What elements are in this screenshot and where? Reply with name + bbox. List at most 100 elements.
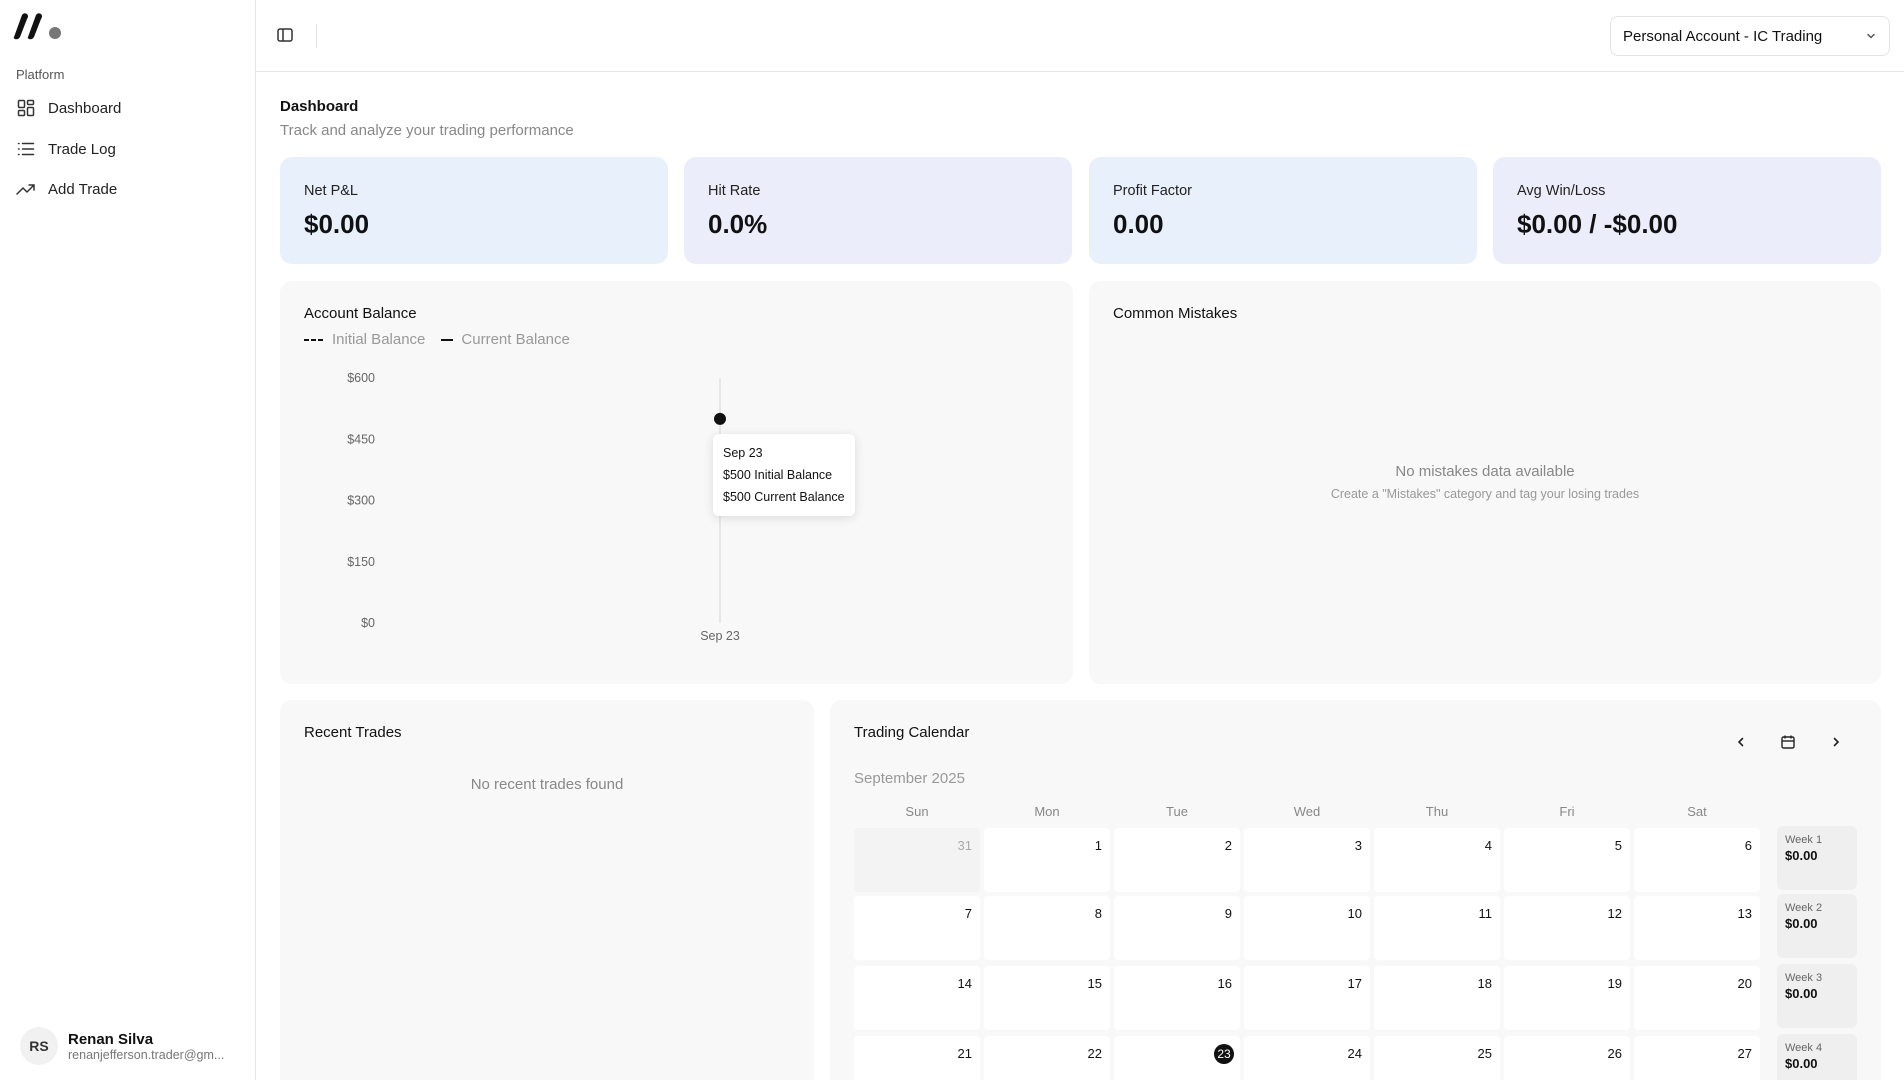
legend-label: Current Balance: [461, 331, 570, 348]
calendar-day-number: 21: [957, 1046, 972, 1061]
calendar-day[interactable]: 6: [1634, 828, 1760, 892]
user-email: renanjefferson.trader@gm...: [68, 1047, 225, 1062]
calendar-day-number: 13: [1737, 906, 1752, 921]
calendar-day-number: 7: [964, 906, 972, 921]
calendar-day[interactable]: 24: [1244, 1036, 1370, 1080]
calendar-day[interactable]: 15: [984, 966, 1110, 1030]
sidebar-item-label: Add Trade: [48, 180, 118, 198]
legend-item-current[interactable]: Current Balance: [441, 331, 570, 348]
calendar-day-number: 8: [1094, 906, 1102, 921]
weekday-label: Sat: [1687, 804, 1707, 819]
calendar-day-number: 5: [1614, 838, 1622, 853]
calendar-day[interactable]: 23: [1114, 1036, 1240, 1080]
stat-value: 0.00: [1113, 209, 1164, 239]
calendar-day[interactable]: 11: [1374, 896, 1500, 960]
page-title: Dashboard: [280, 98, 359, 115]
stat-label: Profit Factor: [1113, 183, 1192, 199]
sidebar-item-label: Dashboard: [48, 99, 122, 117]
sidebar-item-dashboard[interactable]: Dashboard: [8, 90, 246, 126]
calendar-day[interactable]: 26: [1504, 1036, 1630, 1080]
calendar-day[interactable]: 16: [1114, 966, 1240, 1030]
calendar-day[interactable]: 17: [1244, 966, 1370, 1030]
sidebar-toggle-button[interactable]: [274, 24, 296, 46]
week-summary: Week 2 $0.00: [1777, 894, 1857, 958]
dashed-line-swatch: [304, 338, 324, 341]
sidebar-item-add-trade[interactable]: Add Trade: [8, 171, 246, 207]
calendar-day[interactable]: 14: [854, 966, 980, 1030]
calendar-day[interactable]: 9: [1114, 896, 1240, 960]
calendar-day[interactable]: 4: [1374, 828, 1500, 892]
stat-value: $0.00: [304, 209, 370, 239]
calendar-day[interactable]: 31: [854, 828, 980, 892]
week-label: Week 4: [1785, 1042, 1823, 1054]
week-value: $0.00: [1785, 916, 1818, 931]
data-point-initial-balance[interactable]: [714, 412, 726, 425]
data-point-current-balance[interactable]: [715, 413, 725, 424]
calendar-day[interactable]: 10: [1244, 896, 1370, 960]
calendar-day[interactable]: 18: [1374, 966, 1500, 1030]
calendar-day-number: 24: [1347, 1046, 1362, 1061]
calendar-day[interactable]: 27: [1634, 1036, 1760, 1080]
calendar-day[interactable]: 1: [984, 828, 1110, 892]
x-tick-label: Sep 23: [700, 629, 740, 643]
weekday-label: Fri: [1559, 804, 1575, 819]
account-select-value: Personal Account - IC Trading: [1623, 27, 1823, 45]
calendar-day-number: 14: [957, 976, 972, 991]
calendar-day-number: 9: [1224, 906, 1232, 921]
recent-trades-title: Recent Trades: [304, 724, 402, 741]
y-tick-label: $150: [347, 555, 375, 569]
calendar-day-number: 15: [1087, 976, 1102, 991]
calendar-day[interactable]: 20: [1634, 966, 1760, 1030]
calendar-day[interactable]: 12: [1504, 896, 1630, 960]
weekday-label: Tue: [1166, 804, 1188, 819]
calendar-day-number: 11: [1478, 906, 1493, 921]
sidebar-section-label: Platform: [16, 67, 65, 82]
calendar-day[interactable]: 21: [854, 1036, 980, 1080]
tooltip-current: $500 Current Balance: [723, 490, 845, 504]
stat-card-avg-win-loss: Avg Win/Loss $0.00 / -$0.00: [1493, 157, 1881, 264]
week-label: Week 1: [1785, 834, 1823, 846]
calendar-day[interactable]: 5: [1504, 828, 1630, 892]
calendar-day-number: 3: [1354, 838, 1362, 853]
tooltip-initial: $500 Initial Balance: [723, 468, 833, 482]
app-logo[interactable]: [10, 10, 64, 40]
calendar-day-number: 12: [1607, 906, 1622, 921]
sidebar-item-label: Trade Log: [48, 140, 116, 158]
week-summary: Week 4 $0.00: [1777, 1034, 1857, 1080]
weekday-label: Sun: [905, 804, 929, 819]
page-subtitle: Track and analyze your trading performan…: [280, 122, 574, 139]
week-value: $0.00: [1785, 986, 1818, 1001]
y-tick-label: $300: [347, 494, 375, 508]
calendar-day[interactable]: 3: [1244, 828, 1370, 892]
chevron-right-icon: [1833, 737, 1840, 747]
list-icon: [16, 139, 36, 159]
calendar-day-number: 20: [1737, 976, 1752, 991]
calendar-day[interactable]: 19: [1504, 966, 1630, 1030]
week-label: Week 3: [1785, 972, 1823, 984]
grid-icon: [16, 98, 36, 118]
calendar-prev-button[interactable]: [1729, 730, 1753, 754]
calendar-day-number: 1: [1094, 838, 1102, 853]
calendar-day[interactable]: 8: [984, 896, 1110, 960]
calendar-next-button[interactable]: [1824, 730, 1848, 754]
trading-calendar-panel: Trading Calendar September 2025 Sun Mon Tu…: [830, 700, 1881, 1080]
calendar-day[interactable]: 22: [984, 1036, 1110, 1080]
week-summary: Week 1 $0.00: [1777, 826, 1857, 890]
legend-item-initial[interactable]: Initial Balance: [304, 331, 425, 348]
calendar-day[interactable]: 2: [1114, 828, 1240, 892]
user-menu[interactable]: RS Renan Silva renanjefferson.trader@gm.…: [20, 1026, 240, 1066]
avatar: RS: [20, 1027, 58, 1065]
recent-trades-panel: Recent Trades No recent trades found: [280, 700, 814, 1080]
calendar-day[interactable]: 25: [1374, 1036, 1500, 1080]
top-header: Personal Account - IC Trading: [256, 0, 1904, 72]
week-label: Week 2: [1785, 902, 1823, 914]
stat-card-hit-rate: Hit Rate 0.0%: [684, 157, 1072, 264]
account-select[interactable]: Personal Account - IC Trading: [1610, 16, 1890, 56]
calendar-day[interactable]: 7: [854, 896, 980, 960]
calendar-day-number: 25: [1477, 1046, 1492, 1061]
calendar-today-button[interactable]: [1776, 730, 1800, 754]
week-value: $0.00: [1785, 848, 1818, 863]
stat-card-profit-factor: Profit Factor 0.00: [1089, 157, 1477, 264]
sidebar-item-trade-log[interactable]: Trade Log: [8, 131, 246, 167]
calendar-day[interactable]: 13: [1634, 896, 1760, 960]
